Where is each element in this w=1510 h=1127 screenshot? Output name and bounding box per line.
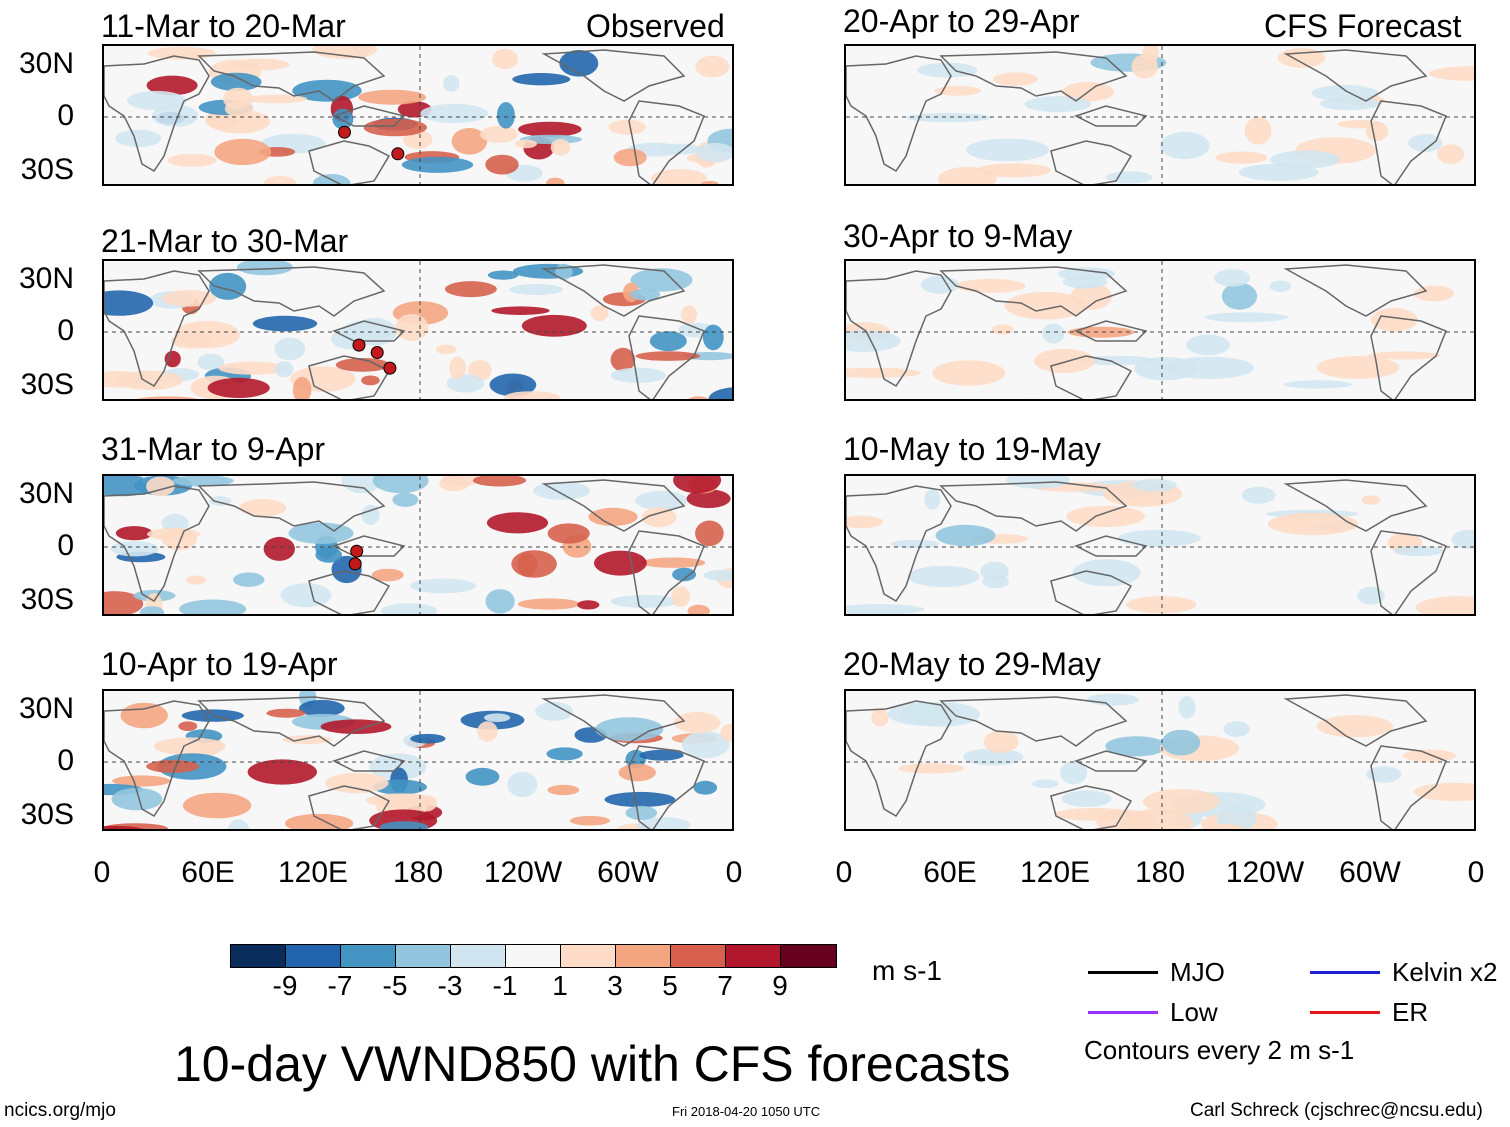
x-label-120e: 120E: [277, 856, 349, 889]
map-panel-obs-2: [102, 259, 734, 401]
legend-low: Low: [1088, 997, 1218, 1028]
colorbar-label: 7: [717, 970, 733, 1001]
x-label-60w: 60W: [1339, 856, 1401, 889]
x-label-120w: 120W: [483, 856, 563, 889]
colorbar-swatch: [781, 945, 836, 967]
footer-timestamp: Fri 2018-04-20 1050 UTC: [672, 1104, 821, 1119]
map-panel-fcst-1: [844, 44, 1476, 186]
y-label-0: 0: [57, 99, 74, 132]
x-label-0-end: 0: [1467, 856, 1485, 889]
panel-title-fcst-4: 20-May to 29-May: [843, 646, 1101, 682]
colorbar-swatch: [616, 945, 671, 967]
x-label-60w: 60W: [597, 856, 659, 889]
colorbar-swatch: [671, 945, 726, 967]
colorbar-label: -3: [437, 970, 463, 1001]
panel-title-obs-1: 11-Mar to 20-Mar: [101, 8, 346, 44]
colorbar-swatch: [341, 945, 396, 967]
map-panel-fcst-4: [844, 689, 1476, 831]
legend-mjo: MJO: [1088, 957, 1225, 988]
y-label-30s: 30S: [20, 368, 74, 401]
map-panel-obs-1: [102, 44, 734, 186]
colorbar-label: -7: [327, 970, 353, 1001]
x-label-180: 180: [392, 856, 444, 889]
colorbar-label: 5: [662, 970, 678, 1001]
colorbar-swatch: [451, 945, 506, 967]
map-panel-obs-4: [102, 689, 734, 831]
x-label-0: 0: [835, 856, 853, 889]
panel-title-fcst-1: 20-Apr to 29-Apr: [843, 3, 1080, 39]
panel-title-obs-4: 10-Apr to 19-Apr: [101, 646, 338, 682]
legend-low-line: [1088, 1011, 1158, 1014]
y-label-0: 0: [57, 314, 74, 347]
y-label-0: 0: [57, 529, 74, 562]
colorbar: [230, 944, 837, 968]
x-label-60e: 60E: [181, 856, 235, 889]
y-label-30s: 30S: [20, 583, 74, 616]
y-label-30n: 30N: [18, 692, 74, 725]
colorbar-label: -9: [272, 970, 298, 1001]
x-label-0: 0: [93, 856, 111, 889]
left-header: Observed: [586, 8, 725, 44]
colorbar-label: -5: [382, 970, 408, 1001]
legend-kelvin-label: Kelvin x2: [1392, 957, 1498, 987]
legend-kelvin-line: [1310, 971, 1380, 974]
legend-er-label: ER: [1392, 997, 1429, 1027]
panel-title-fcst-3: 10-May to 19-May: [843, 431, 1101, 467]
panel-title-obs-3: 31-Mar to 9-Apr: [101, 431, 326, 467]
x-label-120w: 120W: [1225, 856, 1305, 889]
colorbar-swatch: [286, 945, 341, 967]
colorbar-label: 1: [552, 970, 568, 1001]
colorbar-label: 3: [607, 970, 623, 1001]
x-label-0-end: 0: [725, 856, 743, 889]
x-label-120e: 120E: [1019, 856, 1091, 889]
x-label-180: 180: [1134, 856, 1186, 889]
footer-author: Carl Schreck (cjschrec@ncsu.edu): [1190, 1100, 1483, 1121]
legend-low-label: Low: [1170, 997, 1218, 1027]
contour-note: Contours every 2 m s-1: [1084, 1035, 1355, 1065]
legend-kelvin: Kelvin x2: [1310, 957, 1498, 988]
y-label-0: 0: [57, 744, 74, 777]
main-title: 10-day VWND850 with CFS forecasts: [174, 1036, 1011, 1092]
map-panel-fcst-2: [844, 259, 1476, 401]
y-label-30n: 30N: [18, 47, 74, 80]
footer-site-link[interactable]: ncics.org/mjo: [4, 1100, 116, 1121]
panel-title-fcst-2: 30-Apr to 9-May: [843, 218, 1073, 254]
legend-er: ER: [1310, 997, 1428, 1028]
colorbar-swatch: [231, 945, 286, 967]
colorbar-units: m s-1: [872, 955, 942, 986]
legend-mjo-line: [1088, 971, 1158, 974]
y-label-30n: 30N: [18, 477, 74, 510]
x-label-60e: 60E: [923, 856, 977, 889]
map-panel-fcst-3: [844, 474, 1476, 616]
colorbar-swatch: [561, 945, 616, 967]
colorbar-label: 9: [772, 970, 788, 1001]
panel-title-obs-2: 21-Mar to 30-Mar: [101, 223, 349, 259]
map-panel-obs-3: [102, 474, 734, 616]
y-label-30s: 30S: [20, 153, 74, 186]
colorbar-swatch: [506, 945, 561, 967]
y-label-30s: 30S: [20, 798, 74, 831]
colorbar-swatch: [396, 945, 451, 967]
colorbar-label: -1: [492, 970, 518, 1001]
y-label-30n: 30N: [18, 262, 74, 295]
legend-mjo-label: MJO: [1170, 957, 1225, 987]
legend-er-line: [1310, 1011, 1380, 1014]
right-header: CFS Forecast: [1264, 8, 1462, 44]
colorbar-swatch: [726, 945, 781, 967]
